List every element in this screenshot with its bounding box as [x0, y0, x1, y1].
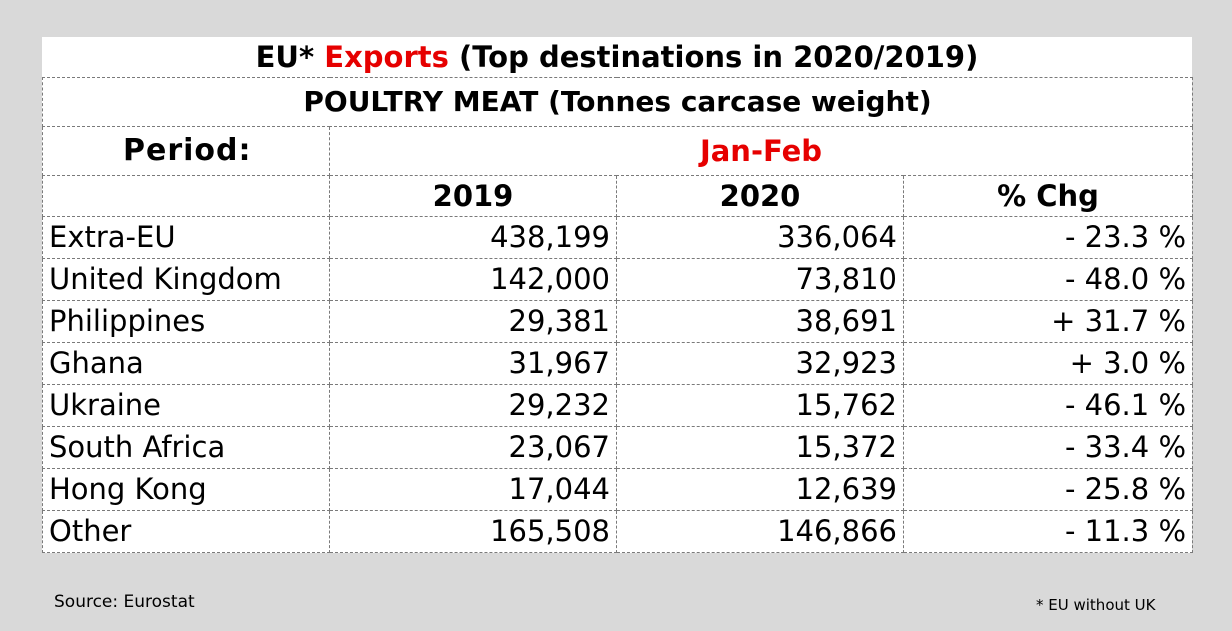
value-2019-cell: 438,199: [329, 216, 617, 259]
change-cell: + 3.0 %: [903, 342, 1193, 385]
destination-cell: Extra-EU: [42, 216, 330, 259]
title-prefix: EU*: [255, 40, 315, 74]
table-row: Ukraine 29,232 15,762 - 46.1 %: [42, 384, 1193, 427]
change-cell: - 46.1 %: [903, 384, 1193, 427]
period-row: Period: Jan-Feb: [42, 126, 1193, 176]
destination-cell: South Africa: [42, 426, 330, 469]
subtitle-row: POULTRY MEAT (Tonnes carcase weight): [42, 77, 1193, 127]
value-2019-cell: 31,967: [329, 342, 617, 385]
footnote: * EU without UK: [1036, 596, 1156, 614]
value-2020-cell: 73,810: [616, 258, 904, 301]
destination-cell: Other: [42, 510, 330, 553]
table-row: Other 165,508 146,866 - 11.3 %: [42, 510, 1193, 553]
change-cell: - 33.4 %: [903, 426, 1193, 469]
change-cell: + 31.7 %: [903, 300, 1193, 343]
value-2019-cell: 165,508: [329, 510, 617, 553]
destination-cell: Ghana: [42, 342, 330, 385]
value-2019-cell: 142,000: [329, 258, 617, 301]
period-label: Period:: [42, 126, 330, 176]
value-2019-cell: 17,044: [329, 468, 617, 511]
report-sheet: EU* Exports (Top destinations in 2020/20…: [42, 37, 1193, 553]
column-header-row: 2019 2020 % Chg: [42, 175, 1193, 217]
column-header-2019: 2019: [329, 175, 617, 217]
destination-cell: Hong Kong: [42, 468, 330, 511]
value-2019-cell: 23,067: [329, 426, 617, 469]
value-2020-cell: 38,691: [616, 300, 904, 343]
destination-cell: United Kingdom: [42, 258, 330, 301]
title-suffix: (Top destinations in 2020/2019): [459, 40, 979, 74]
title-highlight: Exports: [324, 40, 449, 74]
column-header-change: % Chg: [903, 175, 1193, 217]
change-cell: - 48.0 %: [903, 258, 1193, 301]
table-row: Philippines 29,381 38,691 + 31.7 %: [42, 300, 1193, 343]
table-row: South Africa 23,067 15,372 - 33.4 %: [42, 426, 1193, 469]
source-note: Source: Eurostat: [54, 592, 195, 612]
exports-table: POULTRY MEAT (Tonnes carcase weight) Per…: [42, 77, 1193, 553]
table-row: Extra-EU 438,199 336,064 - 23.3 %: [42, 216, 1193, 259]
value-2019-cell: 29,232: [329, 384, 617, 427]
destination-cell: Ukraine: [42, 384, 330, 427]
value-2020-cell: 15,762: [616, 384, 904, 427]
period-value: Jan-Feb: [329, 126, 1193, 176]
table-row: Hong Kong 17,044 12,639 - 25.8 %: [42, 468, 1193, 511]
change-cell: - 23.3 %: [903, 216, 1193, 259]
report-title: EU* Exports (Top destinations in 2020/20…: [42, 37, 1192, 77]
column-header-destination: [42, 175, 330, 217]
value-2020-cell: 336,064: [616, 216, 904, 259]
change-cell: - 25.8 %: [903, 468, 1193, 511]
value-2020-cell: 12,639: [616, 468, 904, 511]
table-subtitle: POULTRY MEAT (Tonnes carcase weight): [42, 77, 1193, 127]
table-row: United Kingdom 142,000 73,810 - 48.0 %: [42, 258, 1193, 301]
value-2019-cell: 29,381: [329, 300, 617, 343]
value-2020-cell: 15,372: [616, 426, 904, 469]
change-cell: - 11.3 %: [903, 510, 1193, 553]
value-2020-cell: 146,866: [616, 510, 904, 553]
destination-cell: Philippines: [42, 300, 330, 343]
column-header-2020: 2020: [616, 175, 904, 217]
value-2020-cell: 32,923: [616, 342, 904, 385]
table-row: Ghana 31,967 32,923 + 3.0 %: [42, 342, 1193, 385]
